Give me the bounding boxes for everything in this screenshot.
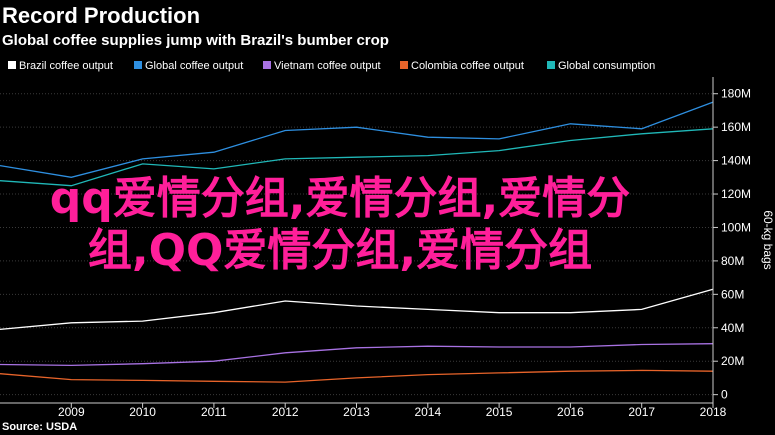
x-tick-label: 2014 [414,405,441,419]
y-axis: 0 20M 40M 60M 80M 100M 120M 140M 160M 180M [712,77,751,403]
y-tick-label: 80M [721,254,744,268]
x-tick-label: 2009 [58,405,85,419]
x-tick-label: 2017 [628,405,655,419]
y-tick-label: 140M [721,154,751,168]
chart-subtitle: Global coffee supplies jump with Brazil'… [2,32,389,49]
x-tick-label: 2012 [272,405,299,419]
y-tick-label: 120M [721,187,751,201]
legend-label-brazil-coffee-output: Brazil coffee output [19,60,113,72]
x-axis: 2009 2010 2011 2012 2013 2014 2015 2016 2017 2018 [0,402,727,419]
legend-label-colombia-coffee-output: Colombia coffee output [411,60,524,72]
legend-swatch-global-coffee-output [134,61,142,69]
y-tick-label: 180M [721,87,751,101]
x-tick-label: 2018 [700,405,727,419]
legend-label-global-consumption: Global consumption [558,60,655,72]
x-tick-label: 2016 [557,405,584,419]
legend-swatch-brazil-coffee-output [8,61,16,69]
x-tick-label: 2011 [201,405,227,419]
y-tick-label: 60M [721,287,744,301]
series-line-global-coffee-output [0,101,714,178]
series-lines [0,101,714,383]
y-axis-label: 60-kg bags [761,210,775,269]
x-tick-label: 2013 [343,405,370,419]
series-line-global-consumption [0,128,714,187]
y-tick-label: 20M [721,354,744,368]
series-line-vietnam-coffee-output [0,343,714,367]
y-tick-label: 0 [721,388,728,402]
source-note: Source: USDA [2,421,77,433]
legend-label-global-coffee-output: Global coffee output [145,60,243,72]
legend: Brazil coffee output Global coffee output… [8,60,655,72]
x-tick-label: 2015 [486,405,513,419]
x-tick-label: 2010 [129,405,156,419]
legend-swatch-global-consumption [547,61,555,69]
chart-title: Record Production [2,3,200,28]
legend-label-vietnam-coffee-output: Vietnam coffee output [274,60,381,72]
y-tick-label: 100M [721,220,751,234]
grid-lines [0,93,713,396]
y-tick-label: 40M [721,321,744,335]
legend-swatch-colombia-coffee-output [400,61,408,69]
y-tick-label: 160M [721,120,751,134]
series-line-brazil-coffee-output [0,288,714,331]
series-line-colombia-coffee-output [0,369,714,383]
legend-swatch-vietnam-coffee-output [263,61,271,69]
